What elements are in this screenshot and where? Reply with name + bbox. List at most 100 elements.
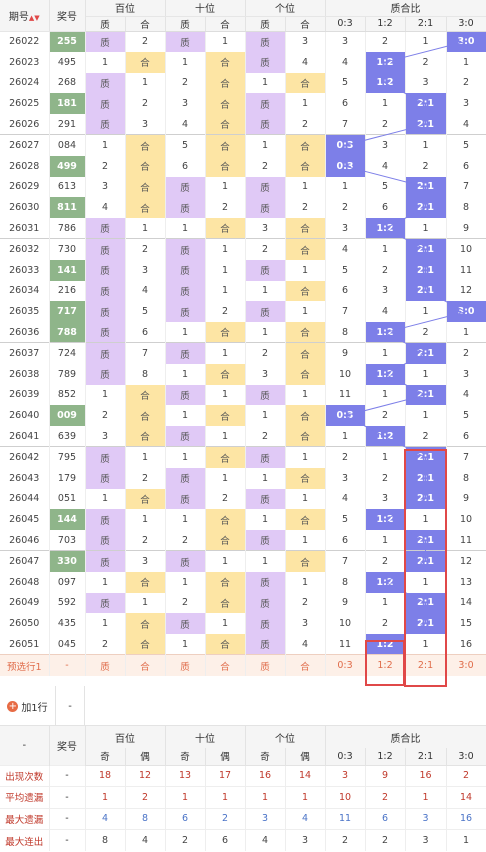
miss-cell: 2 (245, 238, 286, 260)
number-cell: 435 (49, 613, 86, 635)
preselect-option[interactable]: 1:2 (365, 654, 406, 676)
table-row: 26048 097 1 合 1 合质 1 8 1:2 1 13 (0, 571, 486, 593)
preselect-option[interactable]: 合 (125, 654, 166, 676)
zhi-cell: 质 (245, 301, 286, 323)
he-cell: 合 (285, 405, 326, 427)
ratio-miss-cell: 1 (365, 342, 406, 364)
he-cell: 合 (285, 218, 326, 239)
miss-cell: 2 (125, 31, 166, 52)
preselect-option[interactable]: 质 (85, 654, 126, 676)
preselect-option[interactable]: 2:1 (405, 654, 447, 676)
issue-cell: 26039 (0, 384, 50, 406)
zhi-cell: 质 (85, 530, 126, 551)
miss-cell: 1 (245, 72, 286, 94)
he-cell: 合 (125, 51, 166, 73)
sort-icon[interactable]: ▲▼ (28, 13, 40, 22)
preselect-option[interactable]: 合 (285, 654, 326, 676)
miss-cell: 2 (165, 72, 206, 94)
miss-cell: 8 (125, 363, 166, 385)
he-subheader: 合 (125, 16, 166, 32)
ratio-miss-cell: 2 (325, 197, 366, 219)
stats-label: 平均遗漏 (0, 786, 50, 808)
issue-cell: 26034 (0, 280, 50, 302)
preselect-option[interactable]: 质 (245, 654, 286, 676)
zhi-cell: 质 (165, 176, 206, 198)
table-row: 26047 330 质 3 质 1 1 合 7 2 2:1 12 (0, 550, 486, 572)
preselect-option[interactable]: 3:0 (446, 654, 486, 676)
zhi-cell: 质 (165, 384, 206, 406)
zhi-cell: 质 (85, 592, 126, 614)
zhi-subheader: 质 (85, 16, 126, 32)
preselect-option[interactable]: 合 (205, 654, 246, 676)
stats-value: 6 (165, 807, 206, 830)
he-cell: 合 (205, 218, 246, 239)
number-cell: 730 (49, 238, 86, 260)
miss-cell: 3 (165, 93, 206, 115)
stats-value: 3 (285, 829, 326, 851)
number-cell: 703 (49, 530, 86, 551)
ratio-miss-cell: 2 (405, 426, 447, 447)
zhi-cell: 质 (165, 488, 206, 510)
add-row-button[interactable]: + 加1行 (0, 686, 56, 726)
miss-cell: 2 (165, 592, 206, 614)
zhi-cell: 质 (245, 31, 286, 52)
stats-number-dash: - (49, 807, 86, 830)
preselect-label[interactable]: 预选行1 (0, 654, 50, 676)
ratio-miss-cell: 3 (325, 31, 366, 52)
miss-cell: 3 (125, 259, 166, 281)
stats-value: 17 (205, 764, 246, 787)
preselect-number[interactable]: - (49, 654, 86, 676)
he-cell: 合 (285, 467, 326, 489)
stats-value: 6 (365, 807, 406, 830)
ratio-miss-cell: 6 (446, 426, 486, 447)
miss-cell: 1 (285, 446, 326, 468)
table-row: 26049 592 质 1 2 合质 2 9 1 2:1 14 (0, 592, 486, 614)
zhi-cell: 质 (245, 613, 286, 635)
preselect-option[interactable]: 0:3 (325, 654, 366, 676)
ratio-hit-cell: 2:1 (405, 197, 447, 219)
he-cell: 合 (285, 280, 326, 302)
zhi-cell: 质 (85, 280, 126, 302)
issue-header[interactable]: 期号▲▼ (0, 0, 50, 32)
number-cell: 144 (49, 509, 86, 531)
miss-cell: 1 (205, 613, 246, 635)
ratio-miss-cell: 8 (446, 197, 486, 219)
he-cell: 合 (125, 384, 166, 406)
table-row: 26040 009 2 合 1 合 1 合 0:3 2 1 5 (0, 405, 486, 427)
ratio-hit-cell: 2:1 (405, 530, 447, 551)
ratio-miss-cell: 1 (325, 426, 366, 447)
ratio-hit-cell: 2:1 (405, 488, 447, 510)
issue-cell: 26051 (0, 634, 50, 655)
miss-cell: 1 (245, 509, 286, 531)
he-cell: 合 (285, 238, 326, 260)
preselect-row[interactable]: 预选行1- 质合质合质合 0:3 1:2 2:1 3:0 (0, 654, 486, 676)
ratio-miss-cell: 2 (365, 467, 406, 489)
table-row: 26035 717 质 5 质 2 质 1 7 4 1 3:0 (0, 301, 486, 323)
ratio-hit-cell: 2:1 (405, 238, 447, 260)
ratio-miss-cell: 8 (446, 467, 486, 489)
ratio-hit-cell: 2:1 (405, 93, 447, 115)
he-cell: 合 (285, 134, 326, 156)
ratio-hit-cell: 2:1 (405, 550, 447, 572)
ratio-hit-cell: 2:1 (405, 384, 447, 406)
ratio-hit-cell: 1:2 (365, 51, 406, 73)
zhi-cell: 质 (245, 51, 286, 73)
zhi-cell: 质 (165, 613, 206, 635)
ratio-hit-cell: 1:2 (365, 363, 406, 385)
preselect-option[interactable]: 质 (165, 654, 206, 676)
ratio-miss-cell: 1 (365, 592, 406, 614)
issue-cell: 26035 (0, 301, 50, 323)
stats-row: 出现次数 -18 12 13 17 16 14 3 9 16 2 (0, 764, 486, 787)
miss-cell: 2 (165, 530, 206, 551)
miss-cell: 1 (245, 550, 286, 572)
ratio-miss-cell: 3 (405, 72, 447, 94)
miss-cell: 2 (125, 530, 166, 551)
ratio-miss-cell: 5 (325, 259, 366, 281)
ratio-miss-cell: 11 (446, 530, 486, 551)
plus-icon: + (7, 700, 19, 712)
number-cell: 181 (49, 93, 86, 115)
ratio-hit-cell: 2:1 (405, 592, 447, 614)
ratio-miss-cell: 9 (446, 218, 486, 239)
hundreds-header: 百位 (85, 0, 166, 17)
miss-cell: 1 (165, 51, 206, 73)
